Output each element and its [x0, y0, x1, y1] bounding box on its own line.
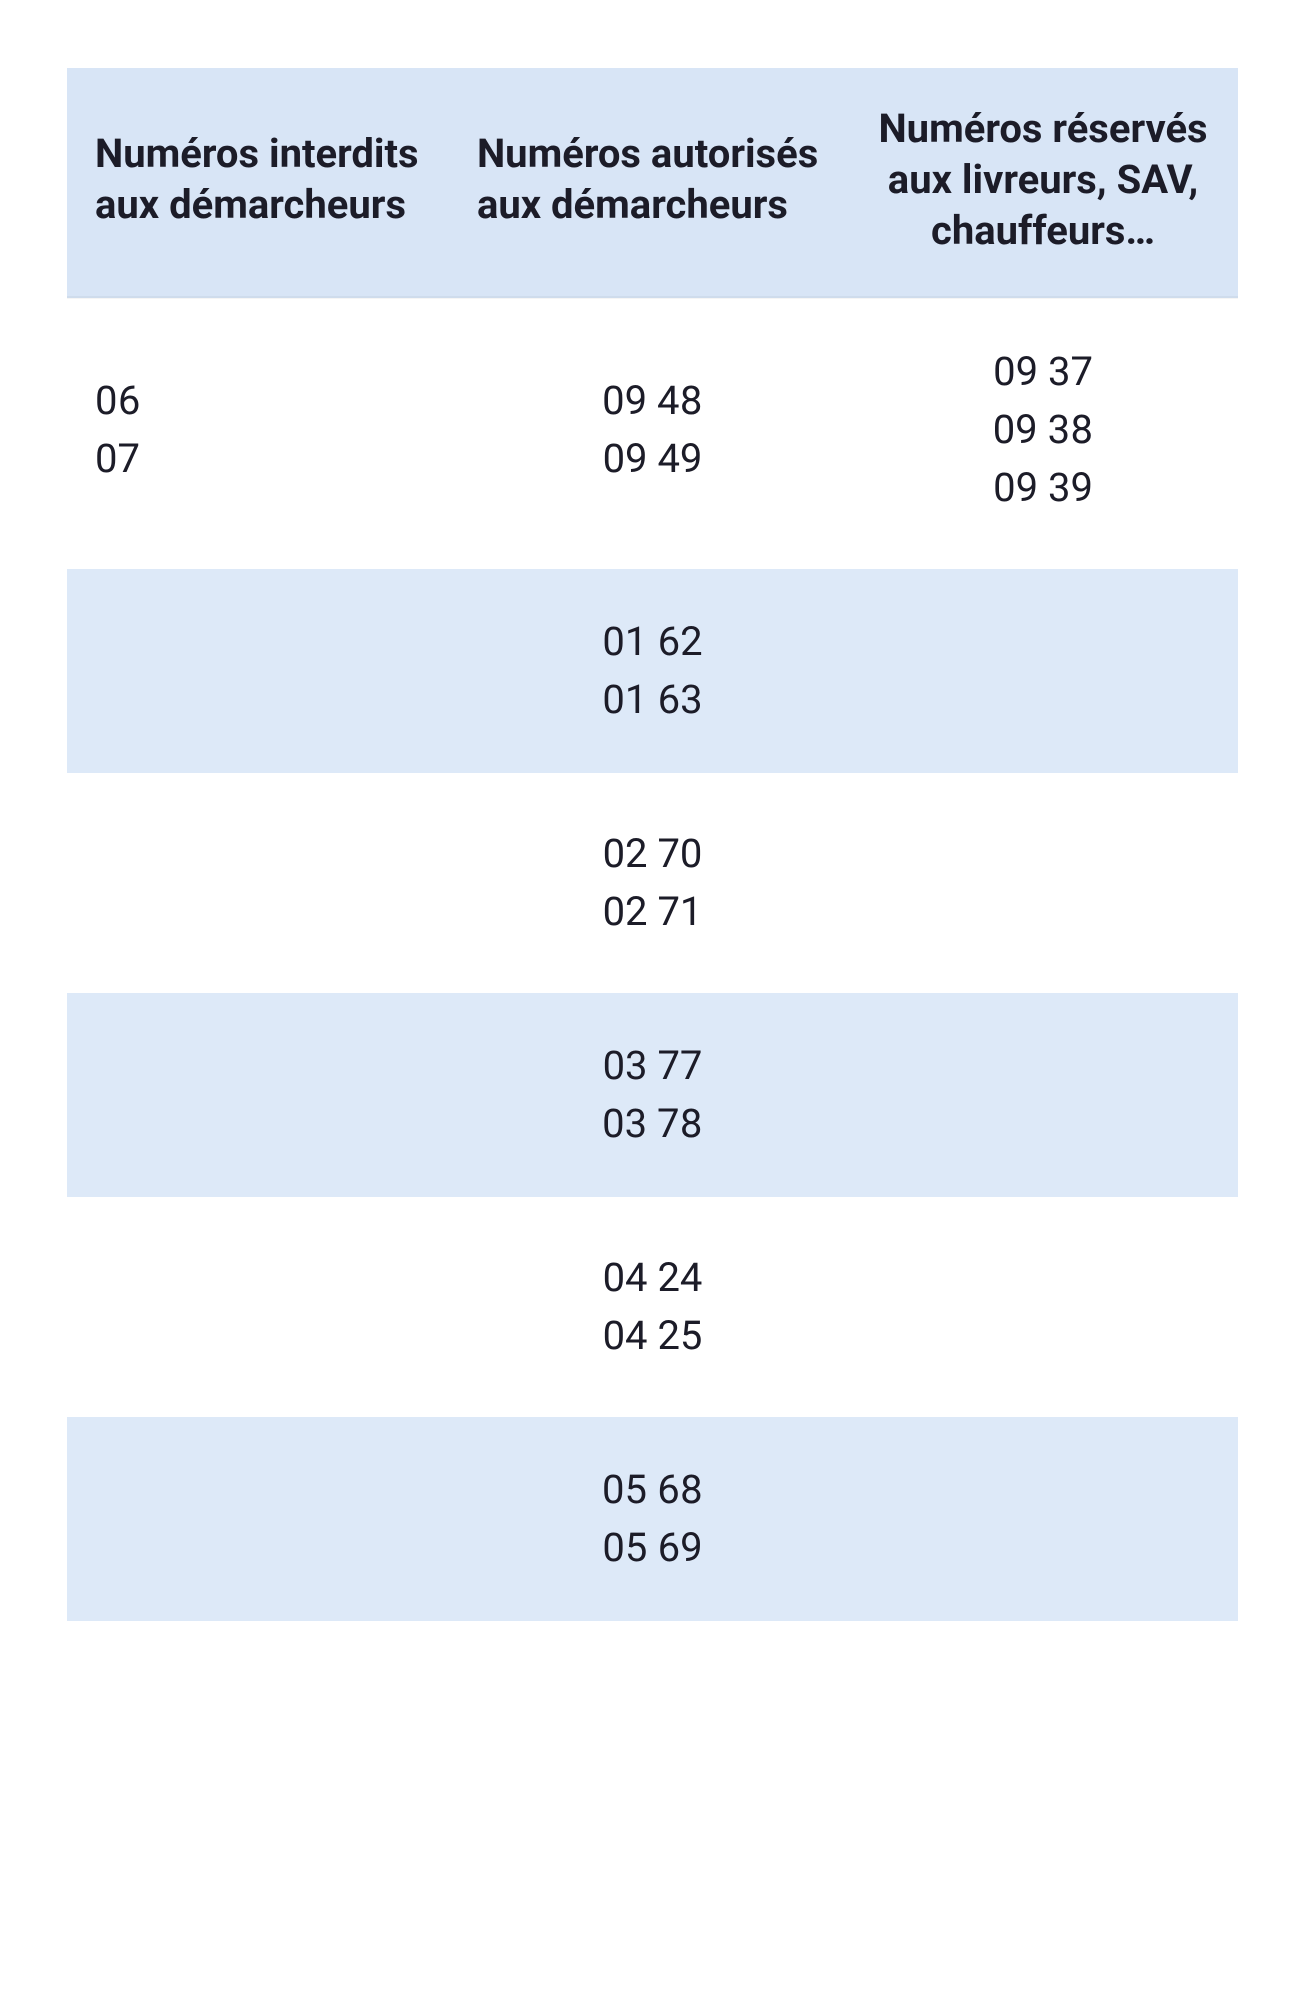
- table-cell: 09 48 09 49: [457, 298, 848, 562]
- row-gap: [67, 773, 1238, 781]
- table-row: 02 70 02 71: [67, 781, 1238, 985]
- page-container: Numéros interdits aux démarcheurs Numéro…: [0, 0, 1305, 2000]
- table-cell: 03 77 03 78: [457, 993, 848, 1197]
- prefix-table: Numéros interdits aux démarcheurs Numéro…: [67, 68, 1238, 1629]
- table-cell: 01 62 01 63: [457, 569, 848, 773]
- table-cell: [848, 569, 1238, 773]
- table-cell: 05 68 05 69: [457, 1417, 848, 1621]
- row-gap: [67, 1409, 1238, 1417]
- table-row: 01 62 01 63: [67, 569, 1238, 773]
- row-gap: [67, 1621, 1238, 1629]
- table-cell: 09 37 09 38 09 39: [848, 298, 1238, 562]
- table-cell: [67, 781, 457, 985]
- row-gap: [67, 1197, 1238, 1205]
- table-cell: [67, 1205, 457, 1409]
- row-gap: [67, 985, 1238, 993]
- table-cell: [848, 993, 1238, 1197]
- header-cell-allowed: Numéros autorisés aux démarcheurs: [457, 68, 848, 298]
- table-cell: [67, 569, 457, 773]
- table-cell: [848, 1205, 1238, 1409]
- table-cell: [848, 781, 1238, 985]
- table-body: 06 0709 48 09 4909 37 09 38 09 3901 62 0…: [67, 298, 1238, 1630]
- table-cell: [848, 1417, 1238, 1621]
- row-gap: [67, 561, 1238, 569]
- table-cell: 02 70 02 71: [457, 781, 848, 985]
- table-cell: 04 24 04 25: [457, 1205, 848, 1409]
- table-cell: 06 07: [67, 298, 457, 562]
- header-cell-reserved: Numéros réservés aux livreurs, SAV, chau…: [848, 68, 1238, 298]
- table-cell: [67, 993, 457, 1197]
- table-row: 04 24 04 25: [67, 1205, 1238, 1409]
- table-cell: [67, 1417, 457, 1621]
- table-row: 05 68 05 69: [67, 1417, 1238, 1621]
- table-row: 03 77 03 78: [67, 993, 1238, 1197]
- header-row: Numéros interdits aux démarcheurs Numéro…: [67, 68, 1238, 298]
- header-cell-forbidden: Numéros interdits aux démarcheurs: [67, 68, 457, 298]
- table-row: 06 0709 48 09 4909 37 09 38 09 39: [67, 298, 1238, 562]
